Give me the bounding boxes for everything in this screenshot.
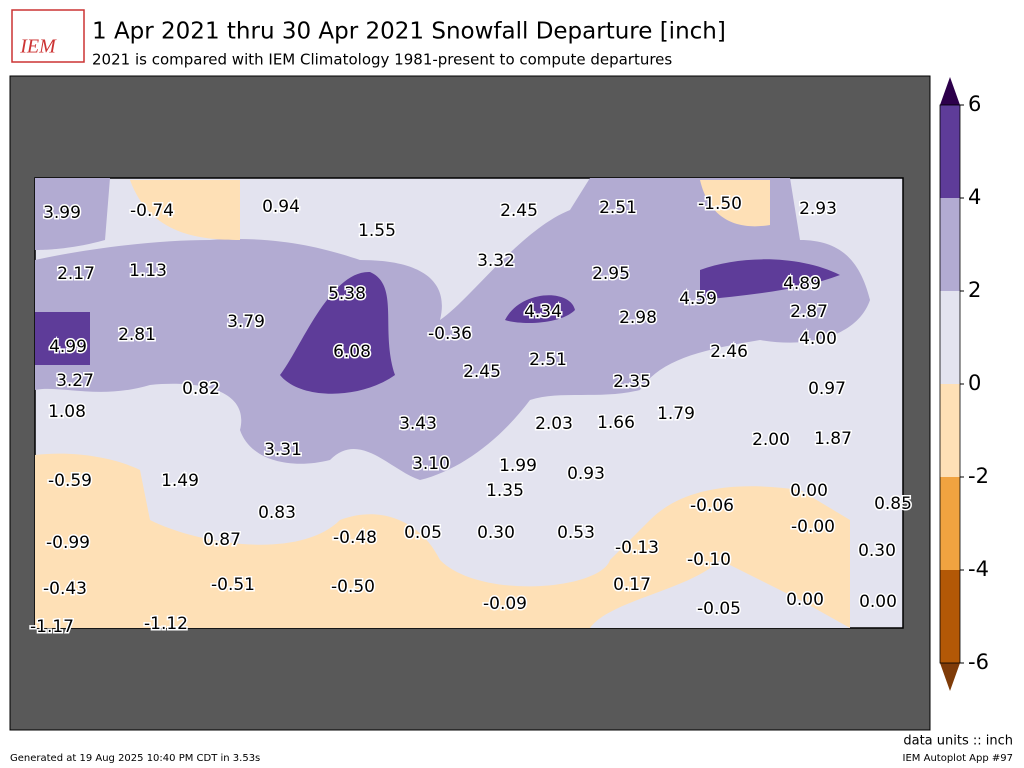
- station-value: 3.43: [399, 414, 437, 434]
- subtitle: 2021 is compared with IEM Climatology 19…: [92, 51, 672, 69]
- station-value: 5.38: [328, 284, 366, 304]
- contour-neg: [35, 453, 850, 628]
- station-labels: 3.99 -0.74 0.94 1.55 2.45 2.51 -1.50 2.93 2.17 1.…: [29, 193, 914, 639]
- title: 1 Apr 2021 thru 30 Apr 2021 Snowfall Dep…: [92, 19, 726, 45]
- station-value: 0.30: [858, 541, 896, 561]
- station-value: 0.30: [477, 523, 515, 543]
- station-value: 2.35: [613, 372, 651, 392]
- generated-note: Generated at 19 Aug 2025 10:40 PM CDT in…: [10, 753, 260, 764]
- colorbar-under: [940, 663, 960, 691]
- contour-4-6: [35, 259, 840, 394]
- colorbar-segment: [940, 105, 960, 198]
- logo: IEM: [19, 36, 57, 58]
- station-value: 2.93: [799, 199, 837, 219]
- station-value: 1.87: [814, 429, 852, 449]
- station-value: 1.99: [499, 456, 537, 476]
- colorbar-tick-label: -4: [968, 557, 989, 581]
- station-value: 2.17: [57, 264, 95, 284]
- station-value: 0.83: [258, 503, 296, 523]
- colorbar-segment: [940, 570, 960, 663]
- station-value: -0.59: [48, 471, 92, 491]
- station-value: 0.17: [613, 575, 651, 595]
- station-value: 1.66: [597, 413, 635, 433]
- station-value: -0.99: [46, 533, 90, 553]
- station-value: 2.45: [463, 362, 501, 382]
- station-value: -0.51: [211, 575, 255, 595]
- units-note: data units :: inch: [903, 734, 1013, 749]
- station-value: 1.55: [358, 221, 396, 241]
- station-value: -0.09: [483, 594, 527, 614]
- station-value: 0.05: [404, 523, 442, 543]
- station-value: 0.00: [790, 481, 828, 501]
- station-value: 3.31: [264, 440, 302, 460]
- station-value: -0.13: [615, 538, 659, 558]
- station-value: -0.43: [43, 579, 87, 599]
- station-value: 1.79: [657, 404, 695, 424]
- station-value: 1.35: [486, 481, 524, 501]
- colorbar-segment: [940, 477, 960, 570]
- station-value: 3.99: [43, 203, 81, 223]
- station-value: 3.27: [56, 371, 94, 391]
- station-value: 6.08: [333, 342, 371, 362]
- station-value: 2.45: [500, 201, 538, 221]
- station-value: 2.03: [535, 414, 573, 434]
- station-value: 0.94: [262, 197, 300, 217]
- station-value: 2.81: [118, 325, 156, 345]
- station-value: -0.74: [130, 201, 174, 221]
- station-value: -0.50: [331, 577, 375, 597]
- station-value: 4.34: [524, 302, 562, 322]
- contour-2-4: [35, 178, 870, 480]
- station-value: 2.00: [752, 430, 790, 450]
- station-value: -0.06: [690, 496, 734, 516]
- colorbar-segment: [940, 291, 960, 384]
- colorbar-tick-label: 6: [968, 92, 981, 116]
- station-value: 3.10: [412, 454, 450, 474]
- app-note: IEM Autoplot App #97: [903, 753, 1013, 764]
- station-value: 2.46: [710, 342, 748, 362]
- station-value: 0.85: [874, 494, 912, 514]
- station-value: 4.99: [49, 337, 87, 357]
- station-value: -0.00: [791, 517, 835, 537]
- station-value: 0.00: [859, 592, 897, 612]
- station-value: -0.48: [333, 528, 377, 548]
- colorbar-tick-label: -2: [968, 464, 989, 488]
- colorbar-segment: [940, 384, 960, 477]
- station-value: -1.17: [30, 617, 74, 637]
- station-value: -1.50: [698, 194, 742, 214]
- station-value: 1.49: [161, 471, 199, 491]
- contour-south: [590, 560, 850, 628]
- station-value: -0.05: [697, 599, 741, 619]
- station-value: 2.95: [592, 264, 630, 284]
- colorbar-tick-label: 2: [968, 278, 981, 302]
- contour-neg-north: [130, 180, 770, 240]
- colorbar-tick-label: 4: [968, 185, 981, 209]
- map: [9, 75, 931, 731]
- station-value: 2.51: [529, 350, 567, 370]
- colorbar-tick-label: -6: [968, 650, 989, 674]
- station-value: 0.93: [567, 464, 605, 484]
- logo-box: [11, 9, 85, 63]
- station-value: 2.87: [790, 302, 828, 322]
- station-value: 4.59: [679, 289, 717, 309]
- station-value: 1.13: [129, 261, 167, 281]
- station-value: 0.82: [182, 379, 220, 399]
- station-value: -0.36: [428, 324, 472, 344]
- station-value: 1.08: [48, 402, 86, 422]
- station-value: 0.87: [203, 530, 241, 550]
- station-value: 4.00: [799, 329, 837, 349]
- station-value: 3.32: [477, 251, 515, 271]
- station-value: -0.10: [687, 550, 731, 570]
- station-value: 2.98: [619, 308, 657, 328]
- station-value: 2.51: [599, 198, 637, 218]
- station-value: 4.89: [783, 274, 821, 294]
- station-value: 0.00: [786, 590, 824, 610]
- station-value: 0.97: [808, 379, 846, 399]
- colorbar-segment: [940, 198, 960, 291]
- station-value: -1.12: [144, 614, 188, 634]
- station-value: 0.53: [557, 523, 595, 543]
- station-value: 3.79: [227, 312, 265, 332]
- colorbar-over: [940, 77, 960, 105]
- colorbar-tick-label: 0: [968, 371, 981, 395]
